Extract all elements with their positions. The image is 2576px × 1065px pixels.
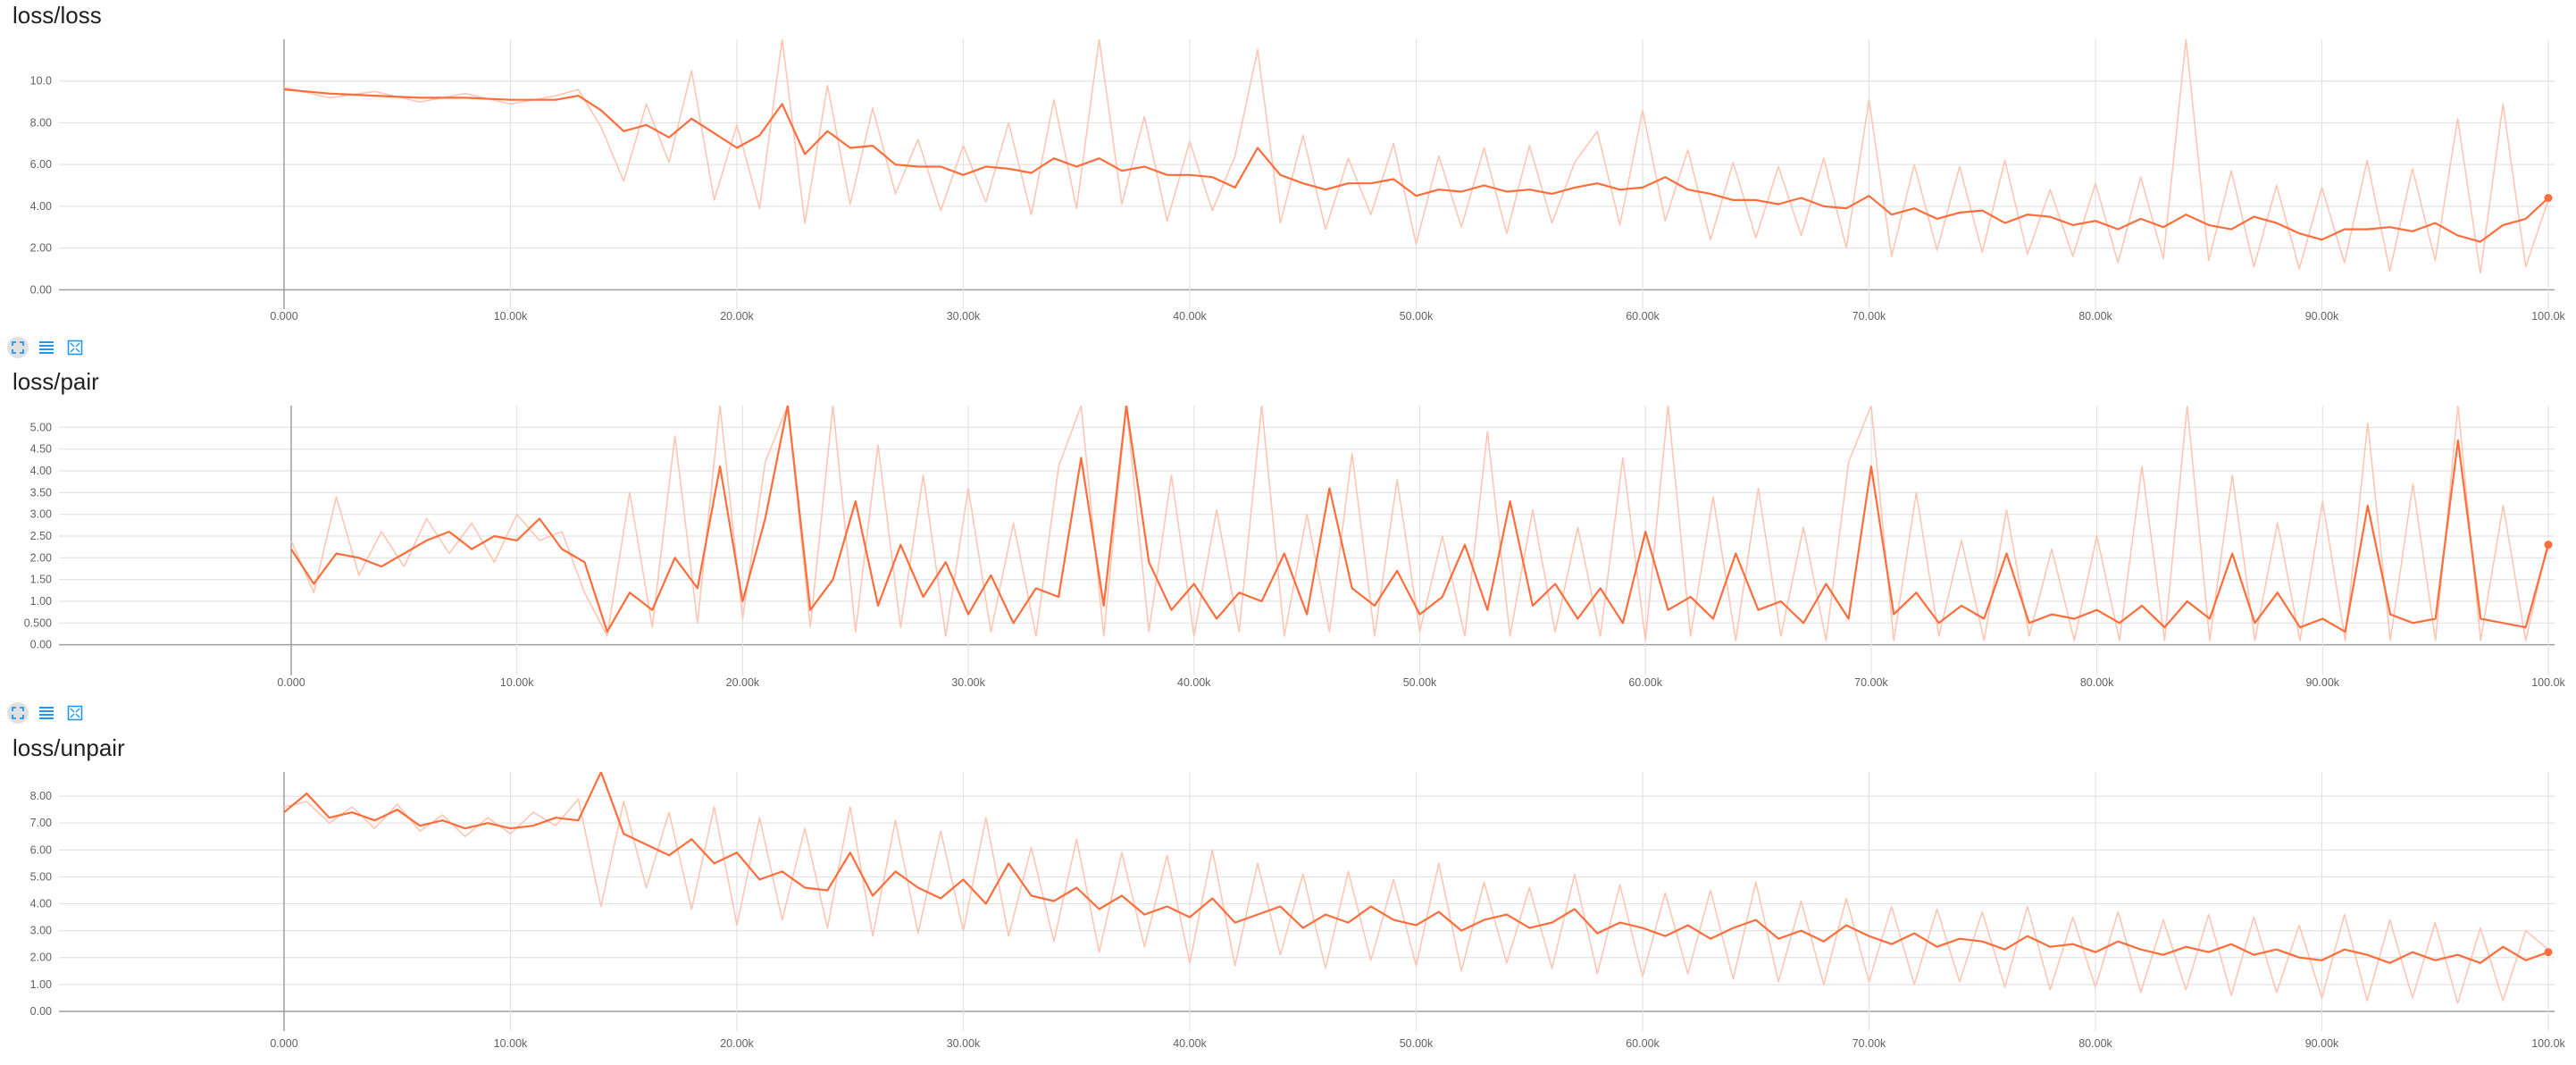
x-tick-label: 90.00k xyxy=(2305,1037,2339,1050)
x-tick-label: 60.00k xyxy=(1626,310,1660,323)
chart-loss-pair[interactable]: 0.00 0.500 1.00 1.50 2.00 2.50 3.00 3.50 4.00 4.5… xyxy=(0,402,2576,706)
raw-series-line xyxy=(283,798,2549,1004)
y-tick-label: 4.00 xyxy=(30,465,52,477)
x-tick-label: 10.00k xyxy=(494,310,528,323)
smoothed-series-line xyxy=(290,406,2550,633)
smoothed-series-line xyxy=(283,772,2549,964)
chart-title: loss/loss xyxy=(13,2,102,29)
x-tick-label: 70.00k xyxy=(1853,1037,1886,1050)
y-tick-label: 5.00 xyxy=(30,870,52,883)
x-tick-label: 70.00k xyxy=(1854,676,1888,689)
y-tick-label: 2.50 xyxy=(30,530,52,542)
x-tick-label: 90.00k xyxy=(2306,676,2340,689)
x-tick-label: 80.00k xyxy=(2078,1037,2112,1050)
y-tick-label: 6.00 xyxy=(30,158,52,171)
y-tick-label: 0.00 xyxy=(30,639,52,651)
x-tick-label: 30.00k xyxy=(947,1037,981,1050)
y-tick-label: 10.0 xyxy=(30,75,52,88)
y-tick-label: 1.50 xyxy=(30,574,52,586)
y-tick-label: 4.00 xyxy=(30,200,52,213)
y-tick-label: 7.00 xyxy=(30,817,52,829)
x-tick-label: 80.00k xyxy=(2078,310,2112,323)
smoothed-series-line xyxy=(283,88,2549,243)
data-table-icon[interactable] xyxy=(36,702,57,724)
fit-domain-icon[interactable] xyxy=(64,337,86,358)
raw-series-line xyxy=(283,39,2549,274)
x-tick-label: 50.00k xyxy=(1400,1037,1434,1050)
x-tick-label: 20.00k xyxy=(720,1037,754,1050)
y-tick-label: 3.00 xyxy=(30,508,52,521)
raw-series-line xyxy=(290,406,2549,642)
y-tick-label: 2.00 xyxy=(30,551,52,564)
x-tick-label: 60.00k xyxy=(1626,1037,1660,1050)
data-table-icon[interactable] xyxy=(36,337,57,358)
x-tick-label: 0.000 xyxy=(270,1037,297,1050)
y-tick-label: 1.00 xyxy=(30,978,52,991)
x-tick-label: 30.00k xyxy=(951,676,985,689)
y-tick-label: 3.50 xyxy=(30,486,52,499)
chart-toolbar xyxy=(7,701,86,725)
x-tick-label: 10.00k xyxy=(500,676,534,689)
chart-loss-unpair[interactable]: 0.00 1.00 2.00 3.00 4.00 5.00 6.00 7.00 8.00 0.00… xyxy=(0,768,2576,1065)
x-tick-label: 40.00k xyxy=(1177,676,1211,689)
x-tick-label: 40.00k xyxy=(1173,1037,1207,1050)
last-point-marker xyxy=(2544,948,2553,957)
x-tick-label: 60.00k xyxy=(1628,676,1662,689)
fullscreen-icon[interactable] xyxy=(7,337,29,358)
chart-title: loss/pair xyxy=(13,368,99,395)
y-tick-label: 0.00 xyxy=(30,1005,52,1018)
y-tick-label: 5.00 xyxy=(30,421,52,433)
y-tick-label: 4.50 xyxy=(30,443,52,456)
y-tick-label: 3.00 xyxy=(30,925,52,937)
x-tick-label: 70.00k xyxy=(1853,310,1886,323)
x-tick-label: 0.000 xyxy=(277,676,305,689)
y-tick-label: 8.00 xyxy=(30,790,52,802)
x-tick-label: 20.00k xyxy=(720,310,754,323)
y-tick-label: 2.00 xyxy=(30,952,52,964)
last-point-marker xyxy=(2544,541,2553,549)
y-tick-label: 2.00 xyxy=(30,242,52,255)
y-tick-label: 8.00 xyxy=(30,116,52,129)
x-tick-label: 40.00k xyxy=(1173,310,1207,323)
x-tick-label: 50.00k xyxy=(1400,310,1434,323)
x-tick-label: 20.00k xyxy=(726,676,760,689)
y-tick-label: 6.00 xyxy=(30,843,52,856)
fullscreen-icon[interactable] xyxy=(7,702,29,724)
x-tick-label: 50.00k xyxy=(1403,676,1437,689)
last-point-marker xyxy=(2544,194,2553,203)
x-tick-label: 30.00k xyxy=(947,310,981,323)
x-tick-label: 90.00k xyxy=(2305,310,2339,323)
chart-toolbar xyxy=(7,336,86,359)
x-tick-label: 100.0k xyxy=(2531,676,2565,689)
x-tick-label: 100.0k xyxy=(2531,310,2565,323)
y-tick-label: 1.00 xyxy=(30,595,52,608)
chart-loss-loss[interactable]: 0.00 2.00 4.00 6.00 8.00 10.0 0.000 10.00k 20.00… xyxy=(0,36,2576,340)
y-tick-label: 0.00 xyxy=(30,283,52,296)
x-tick-label: 10.00k xyxy=(494,1037,528,1050)
fit-domain-icon[interactable] xyxy=(64,702,86,724)
x-tick-label: 100.0k xyxy=(2531,1037,2565,1050)
chart-title: loss/unpair xyxy=(13,734,125,761)
y-tick-label: 0.500 xyxy=(24,616,52,629)
x-tick-label: 80.00k xyxy=(2080,676,2114,689)
x-tick-label: 0.000 xyxy=(270,310,297,323)
y-tick-label: 4.00 xyxy=(30,898,52,910)
